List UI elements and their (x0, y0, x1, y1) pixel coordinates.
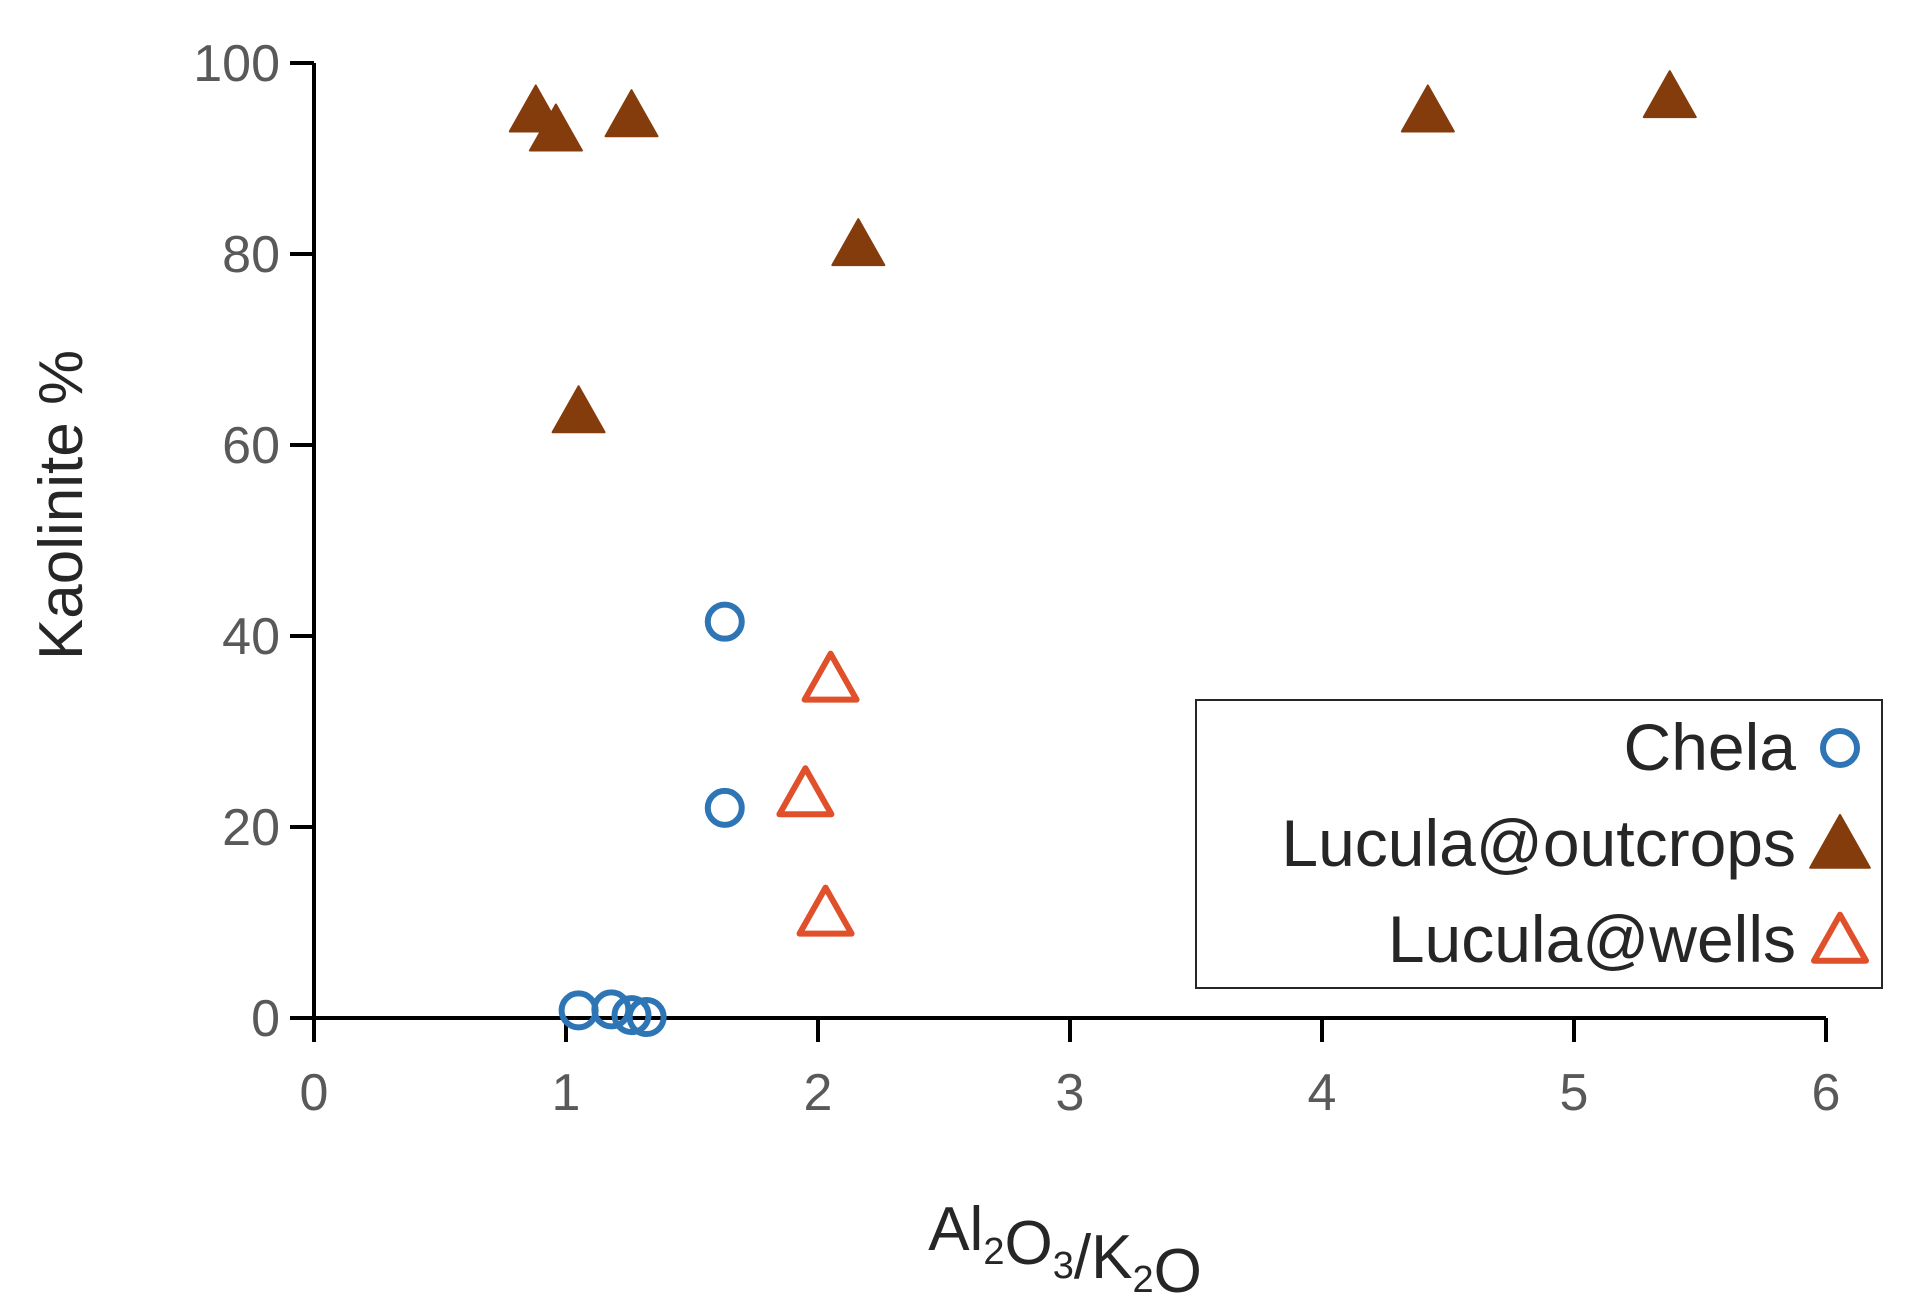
x-axis-title-part: O (1004, 1209, 1052, 1278)
x-axis-title: Al2O3/K2O (928, 1195, 1202, 1306)
y-axis-title: Kaolinite % (27, 350, 96, 660)
x-tick-label: 3 (1056, 1064, 1085, 1122)
legend-marker-lucula-wells (1811, 911, 1869, 964)
x-tick-label: 5 (1560, 1064, 1589, 1122)
data-point-chela (558, 990, 599, 1031)
x-tick-label: 6 (1812, 1064, 1841, 1122)
data-point-lucula-outcrops (551, 385, 606, 434)
x-axis-title-subscript: 2 (983, 1231, 1004, 1273)
data-point-lucula-outcrops (528, 103, 583, 152)
data-point-lucula-outcrops (1400, 84, 1455, 133)
x-axis-title-subscript: 2 (1132, 1259, 1153, 1301)
y-tick-group: 0 20 40 60 80 100 (193, 35, 314, 1048)
legend-label-lucula-outcrops: Lucula@outcrops (1281, 806, 1796, 880)
x-axis-title-subscript: 3 (1053, 1245, 1074, 1287)
x-tick-label: 1 (552, 1064, 581, 1122)
x-axis-title-part: Al (928, 1195, 983, 1264)
x-axis-title-part: O (1154, 1237, 1202, 1306)
legend: Chela Lucula@outcrops Lucula@wells (1195, 699, 1883, 989)
data-point-chela (611, 995, 652, 1036)
x-tick-group: 0 1 2 3 4 5 6 (300, 1018, 1841, 1122)
data-point-chela (626, 997, 667, 1038)
legend-label-lucula-wells: Lucula@wells (1388, 902, 1796, 976)
y-tick-label: 80 (222, 226, 280, 284)
y-tick-label: 40 (222, 608, 280, 666)
data-point-lucula-outcrops (1642, 70, 1697, 119)
y-tick-label: 0 (251, 990, 280, 1048)
data-point-lucula-wells (796, 884, 855, 937)
legend-frame (1195, 699, 1883, 989)
data-points (508, 70, 1697, 1038)
x-tick-label: 4 (1308, 1064, 1337, 1122)
x-axis-title-part: /K (1074, 1223, 1133, 1292)
y-tick-label: 20 (222, 799, 280, 857)
data-point-chela (704, 601, 745, 642)
legend-marker-chela (1820, 728, 1860, 768)
data-point-lucula-outcrops (604, 89, 659, 138)
data-point-lucula-outcrops (831, 218, 886, 267)
legend-marker-lucula-outcrops (1809, 813, 1871, 869)
y-tick-label: 100 (193, 35, 280, 93)
data-point-lucula-wells (776, 765, 835, 818)
x-tick-label: 0 (300, 1064, 329, 1122)
y-tick-label: 60 (222, 417, 280, 475)
legend-label-chela: Chela (1624, 710, 1797, 784)
x-tick-label: 2 (804, 1064, 833, 1122)
data-point-chela (704, 787, 745, 828)
data-point-lucula-wells (801, 650, 860, 703)
